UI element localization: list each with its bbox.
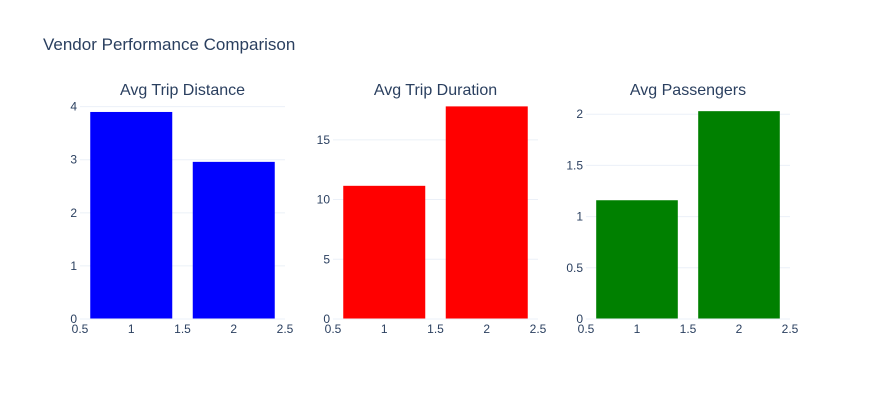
y-tick-label: 1 (576, 210, 583, 224)
y-tick-label: 0 (576, 312, 583, 326)
x-tick-label: 2.5 (782, 322, 799, 336)
x-tick-label: 1.5 (680, 322, 697, 336)
y-tick-label: 2 (70, 206, 77, 220)
subplot-title: Avg Trip Distance (120, 82, 245, 99)
y-tick-label: 5 (323, 252, 330, 266)
y-tick-label: 1 (70, 259, 77, 273)
x-tick-label: 2.5 (277, 322, 294, 336)
x-tick-label: 1 (128, 322, 135, 336)
y-tick-label: 0 (323, 312, 330, 326)
x-tick-label: 2 (483, 322, 490, 336)
bar-3-1[interactable] (596, 200, 678, 319)
x-tick-label: 2.5 (530, 322, 547, 336)
subplot-title: Avg Trip Duration (374, 82, 497, 99)
x-tick-label: 1.5 (174, 322, 191, 336)
x-tick-label: 1.5 (427, 322, 444, 336)
y-tick-label: 4 (70, 100, 77, 114)
bar-1-1[interactable] (90, 111, 173, 320)
x-tick-label: 0.5 (578, 322, 595, 336)
y-tick-label: 0.5 (566, 261, 583, 275)
subplot-title: Avg Passengers (630, 82, 746, 99)
y-tick-label: 1.5 (566, 158, 583, 172)
x-tick-label: 0.5 (325, 322, 342, 336)
x-tick-label: 0.5 (72, 322, 89, 336)
bar-3-2[interactable] (698, 111, 780, 320)
x-tick-label: 1 (381, 322, 388, 336)
bar-1-2[interactable] (192, 161, 275, 319)
y-tick-label: 0 (70, 312, 77, 326)
y-tick-label: 15 (317, 133, 331, 147)
bar-2-1[interactable] (343, 185, 426, 319)
x-tick-label: 2 (230, 322, 237, 336)
y-tick-label: 2 (576, 107, 583, 121)
chart-title: Vendor Performance Comparison (43, 35, 295, 54)
bar-2-2[interactable] (445, 106, 528, 319)
y-tick-label: 3 (70, 153, 77, 167)
y-tick-label: 10 (317, 193, 331, 207)
x-tick-label: 2 (736, 322, 743, 336)
subplot-1: 0 1 2 3 4 0.5 1 1.5 2 2.5 Avg Trip Distance (70, 82, 293, 336)
x-tick-label: 1 (634, 322, 641, 336)
subplot-2: 0 5 10 15 0.5 1 1.5 2 2.5 Avg Trip Duration (317, 82, 547, 336)
